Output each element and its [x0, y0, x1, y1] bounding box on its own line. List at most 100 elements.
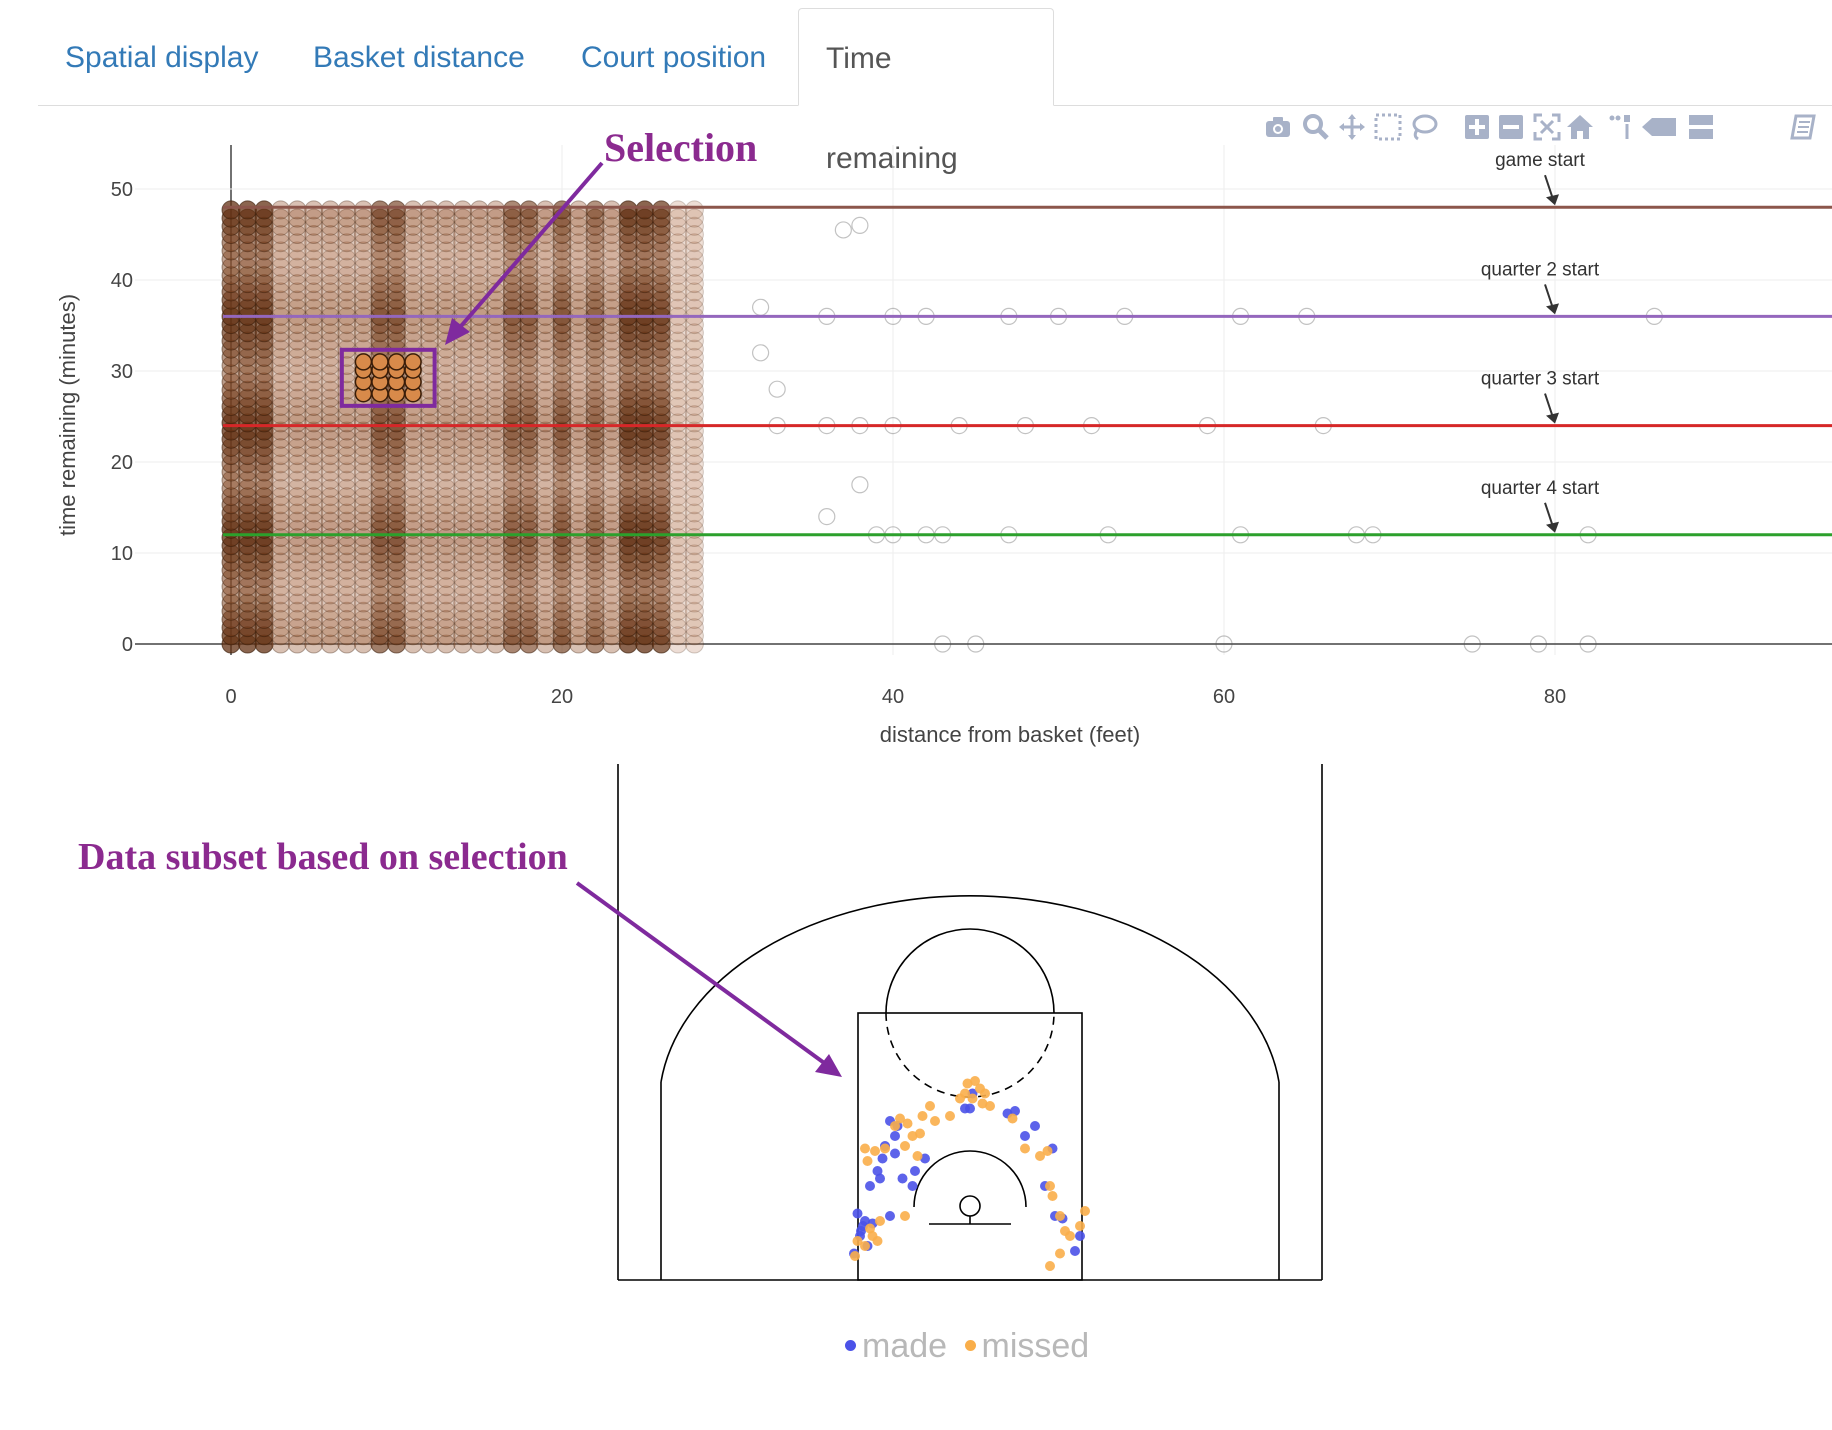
dense-point [287, 298, 307, 318]
dense-point [337, 347, 357, 367]
legend-item-missed[interactable]: missed [964, 1327, 1089, 1365]
dense-point [403, 233, 423, 253]
dense-point [502, 462, 522, 482]
box-select-icon[interactable] [1373, 112, 1403, 142]
dense-point [668, 568, 688, 588]
dense-point [453, 601, 473, 621]
dense-point [486, 487, 506, 507]
spike-lines-icon[interactable] [1607, 112, 1637, 142]
dense-point [651, 233, 671, 253]
dense-point [420, 241, 440, 261]
dense-point [271, 544, 291, 564]
dense-point [602, 552, 622, 572]
dense-point [519, 216, 539, 236]
dense-point [353, 601, 373, 621]
dense-point [238, 577, 258, 597]
dense-point [618, 626, 638, 646]
dense-point [502, 323, 522, 343]
hover-compare-icon[interactable] [1686, 112, 1716, 142]
dense-point [684, 626, 704, 646]
tab-spatial-display[interactable]: Spatial display [65, 41, 259, 74]
dense-point [420, 585, 440, 605]
dense-point [238, 454, 258, 474]
tab-time-remaining[interactable]: Time remaining [798, 8, 1054, 175]
dense-point [320, 356, 340, 376]
dense-point [684, 372, 704, 392]
dense-point [221, 396, 241, 416]
dense-point [320, 601, 340, 621]
dense-point [254, 585, 274, 605]
dense-point [320, 380, 340, 400]
reset-axes-icon[interactable] [1565, 112, 1595, 142]
dense-point [420, 364, 440, 384]
dense-point [602, 298, 622, 318]
gridlines [135, 145, 1832, 655]
dense-point [420, 601, 440, 621]
pan-icon[interactable] [1337, 112, 1367, 142]
dense-point [469, 618, 489, 638]
x-tick-label: 40 [882, 686, 904, 708]
dense-point [618, 347, 638, 367]
tab-basket-distance[interactable]: Basket distance [313, 41, 525, 74]
dense-point [287, 511, 307, 531]
dense-point [403, 413, 423, 433]
selection-box[interactable] [339, 347, 437, 408]
dense-point [387, 208, 406, 228]
dense-point [552, 585, 572, 605]
dense-point [602, 487, 622, 507]
line-label-arrowhead [1546, 521, 1559, 533]
dense-point [684, 405, 704, 425]
dense-point [436, 331, 456, 351]
dense-point [320, 265, 340, 285]
dense-point [635, 388, 655, 408]
dense-point [403, 568, 423, 588]
dense-point [254, 568, 274, 588]
lasso-select-icon[interactable] [1409, 112, 1439, 142]
dense-point [287, 478, 307, 498]
dense-point [304, 257, 324, 277]
shot-points [849, 1076, 1090, 1271]
dense-point [353, 249, 373, 269]
dense-point [254, 413, 274, 433]
zoom-out-icon[interactable] [1496, 112, 1526, 142]
dense-point [651, 429, 671, 449]
dense-point [502, 364, 522, 384]
dense-point [602, 421, 622, 441]
dense-point [238, 388, 258, 408]
legend-item-made[interactable]: made [845, 1327, 947, 1365]
autoscale-icon[interactable] [1532, 112, 1562, 142]
dense-point [304, 626, 324, 646]
dense-point [469, 372, 489, 392]
dense-point [585, 315, 605, 335]
zoom-in-icon[interactable] [1462, 112, 1492, 142]
dense-point [221, 339, 241, 359]
tab-court-position[interactable]: Court position [581, 41, 767, 74]
shot-missed [1007, 1113, 1018, 1124]
hover-closest-icon[interactable] [1640, 112, 1678, 142]
dense-point [436, 241, 456, 261]
dense-point [254, 339, 274, 359]
dense-point [370, 388, 390, 408]
dense-point [436, 544, 456, 564]
dense-point [254, 372, 274, 392]
dense-point [651, 306, 671, 326]
dense-point [618, 552, 638, 572]
dense-point [635, 372, 655, 392]
dense-point [370, 609, 390, 629]
plotly-logo-icon[interactable] [1788, 112, 1818, 142]
dense-point [502, 315, 522, 335]
line-label: quarter 2 start [1481, 259, 1600, 280]
dense-point [486, 241, 506, 261]
shot-missed [1080, 1206, 1090, 1216]
dense-point [502, 331, 522, 351]
shot-made [920, 1153, 930, 1164]
dense-point [387, 315, 406, 335]
dense-point [320, 282, 340, 302]
camera-icon[interactable] [1263, 112, 1293, 142]
dense-point [618, 380, 638, 400]
zoom-icon[interactable] [1301, 112, 1331, 142]
dense-point [320, 306, 340, 326]
dense-point [684, 257, 704, 277]
dense-point [353, 298, 373, 318]
